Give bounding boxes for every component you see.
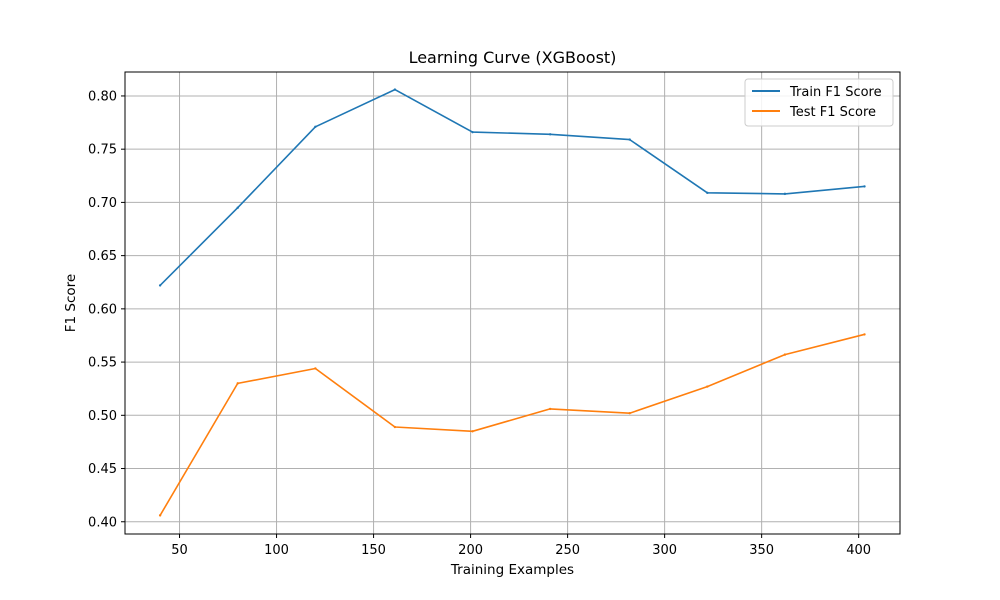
x-tick-label: 250 xyxy=(555,543,580,558)
train-f1-point xyxy=(236,206,239,209)
legend-box xyxy=(744,78,894,127)
train-f1-point xyxy=(158,284,162,287)
test-f1-point xyxy=(471,430,474,433)
x-tick-label: 50 xyxy=(171,543,188,558)
x-tick-label: 300 xyxy=(652,543,677,558)
train-f1-point xyxy=(471,130,474,134)
grid-lines xyxy=(125,72,900,534)
y-tick-label: 0.55 xyxy=(88,356,117,371)
test-f1-point xyxy=(236,382,239,385)
train-f1-point xyxy=(783,192,787,196)
test-f1-point xyxy=(314,367,317,370)
x-axis-ticks: 50 100 150 200 250 300 350 400 xyxy=(171,534,871,558)
test-f1-point xyxy=(863,333,866,336)
train-f1-point xyxy=(548,133,552,136)
plot-series xyxy=(158,88,866,517)
y-tick-label: 0.80 xyxy=(88,89,117,104)
train-f1-point xyxy=(314,125,317,129)
legend-label-train: Train F1 Score xyxy=(789,85,882,100)
y-tick-label: 0.50 xyxy=(88,409,117,424)
x-tick-label: 150 xyxy=(361,543,386,558)
train-f1-point xyxy=(628,138,631,141)
train-f1-point xyxy=(393,88,397,91)
x-tick-label: 100 xyxy=(264,543,289,558)
y-axis-label: F1 Score xyxy=(63,274,79,332)
y-tick-label: 0.45 xyxy=(88,462,117,477)
train-f1-point xyxy=(706,191,709,195)
y-tick-label: 0.70 xyxy=(88,196,117,211)
test-f1-point xyxy=(158,514,162,517)
train-f1-point xyxy=(863,185,866,188)
test-f1-point xyxy=(548,407,552,411)
y-axis-ticks: 0.40 0.45 0.50 0.55 0.60 0.65 0.70 0.75 0.80 xyxy=(88,89,125,530)
train-f1-line xyxy=(158,88,866,287)
y-tick-label: 0.75 xyxy=(88,143,117,158)
x-tick-label: 400 xyxy=(846,543,871,558)
chart-title: Learning Curve (XGBoost) xyxy=(409,48,617,67)
legend: Train F1 Score Test F1 Score xyxy=(744,78,894,127)
test-f1-point xyxy=(393,425,397,429)
x-tick-label: 350 xyxy=(749,543,774,558)
test-f1-point xyxy=(783,353,787,356)
test-f1-point xyxy=(706,385,709,388)
test-f1-line xyxy=(159,333,866,517)
y-tick-label: 0.65 xyxy=(88,249,117,264)
x-tick-label: 200 xyxy=(458,543,483,558)
x-axis-label: Training Examples xyxy=(450,562,574,578)
test-f1-point xyxy=(628,411,631,415)
plot-area-frame xyxy=(124,71,901,535)
legend-label-test: Test F1 Score xyxy=(789,105,876,120)
y-tick-label: 0.40 xyxy=(88,515,117,530)
y-tick-label: 0.60 xyxy=(88,302,117,317)
